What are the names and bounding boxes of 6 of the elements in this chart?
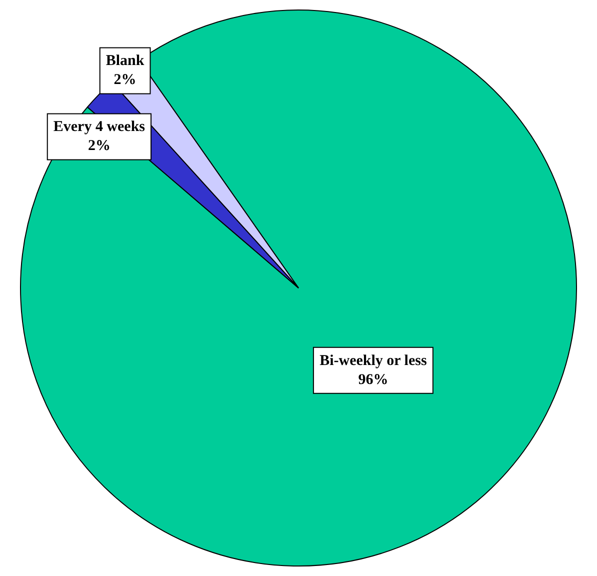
data-label: 2%	[88, 138, 110, 154]
data-label: 2%	[114, 72, 136, 88]
data-label: 96%	[358, 372, 388, 388]
slice-label: Every 4 weeks	[53, 119, 146, 136]
slice-label: Blank	[106, 53, 145, 70]
slice-label: Bi-weekly or less	[320, 352, 427, 369]
